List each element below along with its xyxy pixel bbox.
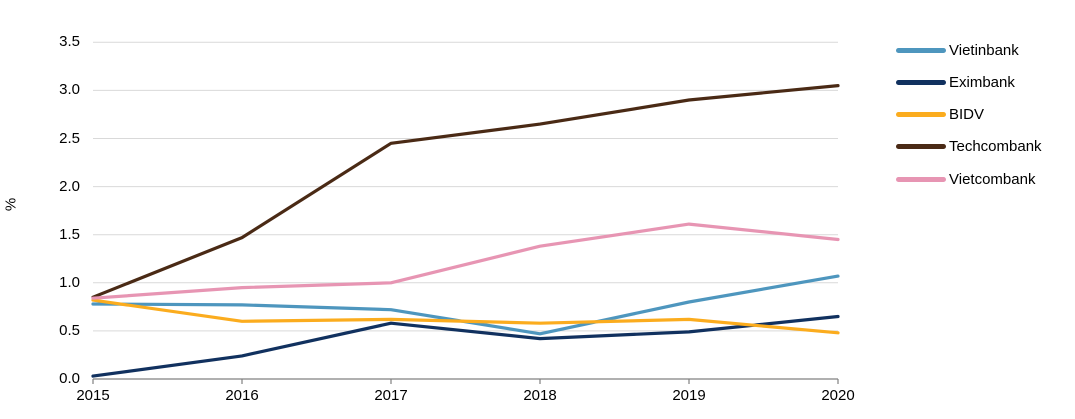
legend-label: BIDV [949,106,985,124]
chart-legend: Vietinbank Eximbank BIDV Techcombank Vietcom… [896,39,1042,190]
y-tick-label: 2.5 [59,129,80,147]
legend-label: Vietcombank [949,170,1036,188]
series-line-vietcombank [91,222,840,300]
x-tick-label: 2019 [672,387,706,404]
x-tick-label: 2018 [523,387,557,404]
legend-label: Techcombank [949,138,1042,156]
y-tick-label: 3.0 [59,81,80,99]
legend-item-vietcombank: Vietcombank [896,168,1042,190]
series-line-bidv [91,298,840,335]
legend-swatch-icon [896,176,946,182]
legend-swatch-icon [896,144,946,150]
legend-item-vietinbank: Vietinbank [896,39,1042,61]
series-line-eximbank [91,314,840,378]
y-tick-label: 3.5 [59,33,80,51]
x-tick-label: 2015 [76,387,110,404]
y-tick-label: 0.0 [59,370,80,387]
x-tick-label: 2017 [374,387,408,404]
legend-item-techcombank: Techcombank [896,136,1042,158]
y-tick-label: 2.0 [59,177,80,195]
y-axis-title: % [2,197,20,212]
legend-label: Vietinbank [949,41,1019,59]
legend-swatch-icon [896,79,946,85]
legend-label: Eximbank [949,73,1015,91]
legend-item-eximbank: Eximbank [896,71,1042,93]
y-tick-label: 0.5 [59,321,80,339]
series-line-techcombank [91,83,840,299]
x-tick-label: 2016 [225,387,259,404]
y-tick-label: 1.5 [59,225,80,243]
legend-swatch-icon [896,47,946,53]
y-tick-label: 1.0 [59,273,80,291]
x-tick-label: 2020 [821,387,855,404]
legend-swatch-icon [896,112,946,118]
series-line-vietinbank [91,274,840,336]
legend-item-bidv: BIDV [896,104,1042,126]
